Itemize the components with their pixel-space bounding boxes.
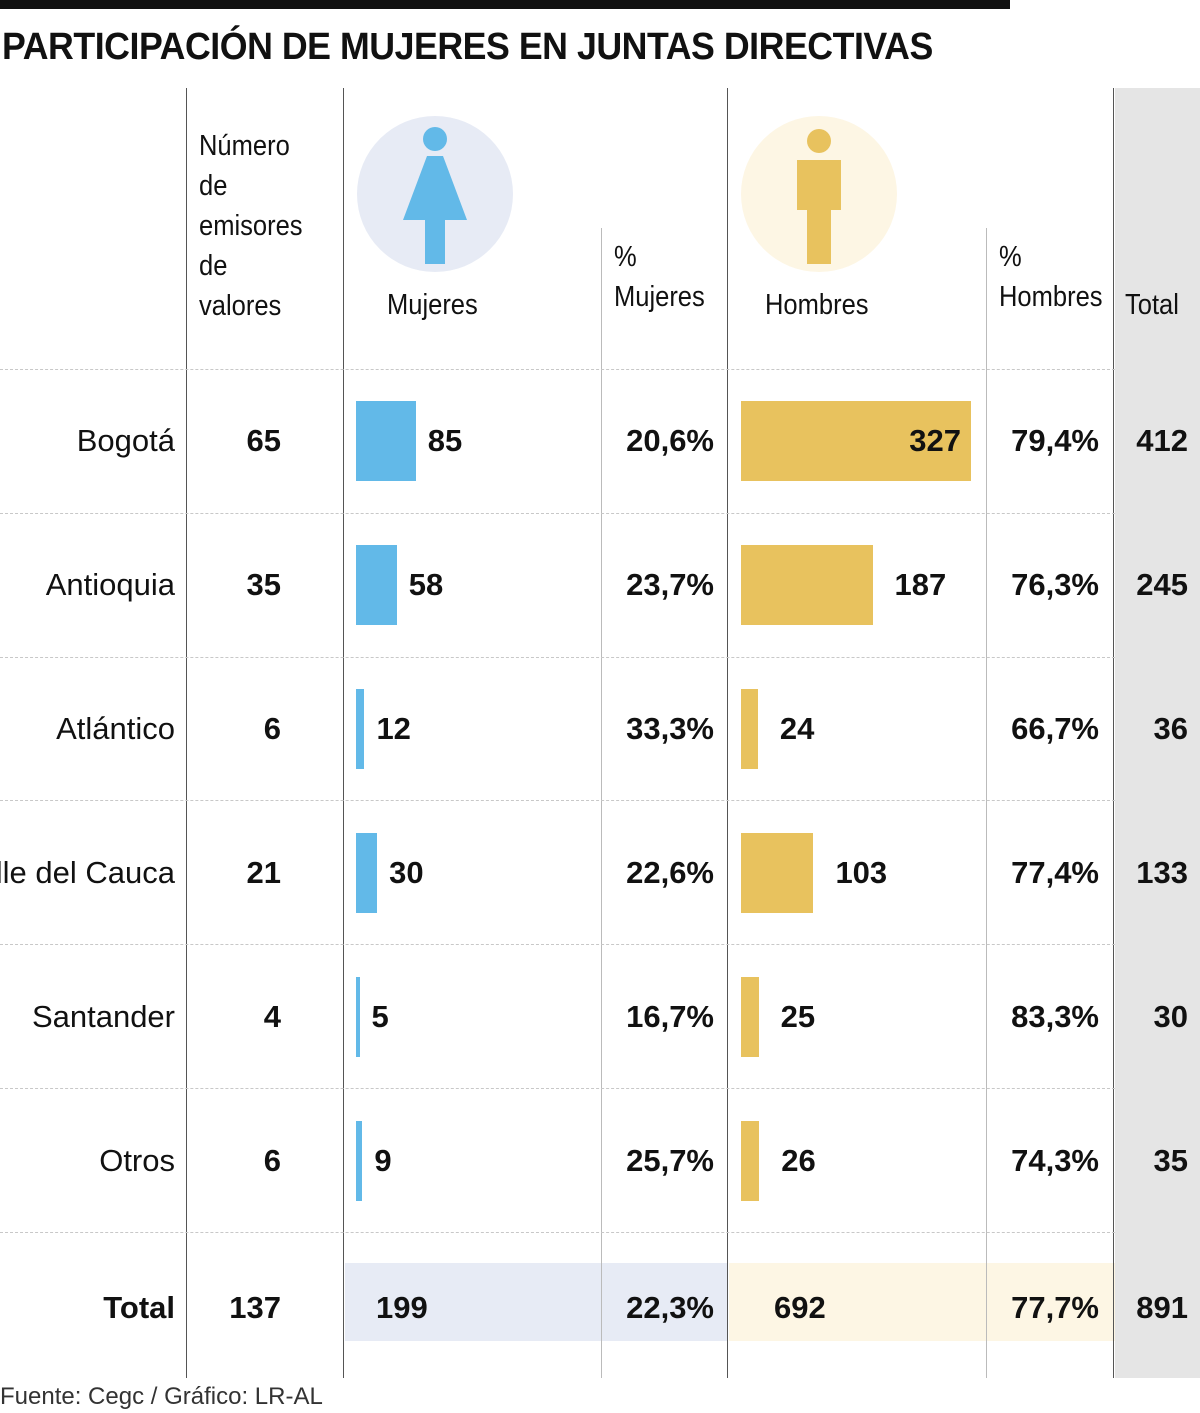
women-value: 58	[408, 567, 444, 602]
emisores-value: 35	[246, 567, 281, 602]
pct-men-value: 83,3%	[1011, 999, 1099, 1034]
header-pct-hombres: % Hombres	[999, 241, 1103, 313]
women-value: 30	[389, 855, 424, 890]
pct-women-value: 22,6%	[626, 855, 714, 890]
women-value: 85	[427, 423, 463, 458]
pct-men-value: 76,3%	[1011, 567, 1099, 602]
row-divider	[0, 657, 1115, 658]
man-icon	[797, 129, 841, 264]
emisores-value: 4	[263, 999, 281, 1034]
header-total: Total	[1125, 289, 1179, 321]
column-divider	[727, 88, 728, 1378]
men-value: 187	[894, 567, 947, 602]
total-mujeres: 199	[376, 1290, 428, 1325]
total-value: 30	[1153, 999, 1188, 1034]
column-divider	[986, 228, 987, 1378]
total-pct-mujeres: 22,3%	[626, 1290, 714, 1325]
region-label: Valle del Cauca	[0, 855, 175, 890]
emisores-value: 6	[263, 711, 281, 746]
women-bar	[356, 1121, 363, 1201]
row-divider	[0, 513, 1115, 514]
women-value: 9	[374, 1143, 392, 1178]
women-bar	[356, 545, 397, 625]
women-bar	[356, 833, 378, 913]
total-value: 245	[1136, 567, 1188, 602]
title-bar	[0, 0, 1010, 9]
pct-women-value: 25,7%	[626, 1143, 714, 1178]
pct-women-value: 16,7%	[626, 999, 714, 1034]
man-icon-circle	[741, 116, 897, 272]
total-hombres: 692	[774, 1290, 826, 1325]
chart-title: PARTICIPACIÓN DE MUJERES EN JUNTAS DIREC…	[2, 26, 933, 68]
emisores-value: 6	[263, 1143, 281, 1178]
row-divider	[0, 800, 1115, 801]
row-divider	[0, 1232, 1115, 1233]
region-label: Bogotá	[76, 423, 175, 458]
women-value: 12	[376, 711, 411, 746]
total-value: 133	[1136, 855, 1188, 890]
men-total-band	[729, 1263, 1115, 1341]
column-divider	[1113, 88, 1114, 1378]
row-divider	[0, 369, 1115, 370]
men-bar	[741, 401, 971, 481]
total-total: 891	[1136, 1290, 1188, 1325]
region-label: Atlántico	[56, 711, 175, 746]
pct-women-value: 23,7%	[626, 567, 714, 602]
column-divider	[601, 228, 602, 1378]
total-value: 36	[1153, 711, 1188, 746]
total-emisores: 137	[229, 1290, 281, 1325]
women-total-band	[345, 1263, 728, 1341]
header-pct-mujeres: % Mujeres	[614, 241, 705, 313]
total-value: 412	[1136, 423, 1188, 458]
men-value: 26	[781, 1143, 816, 1178]
women-bar	[356, 689, 365, 769]
men-value: 103	[835, 855, 888, 890]
source-note: Fuente: Cegc / Gráfico: LR-AL	[0, 1383, 323, 1410]
men-bar	[741, 977, 759, 1057]
women-value: 5	[371, 999, 389, 1034]
total-label: Total	[103, 1290, 175, 1325]
region-label: Otros	[99, 1143, 175, 1178]
women-bar	[356, 977, 360, 1057]
header-hombres: Hombres	[765, 289, 869, 321]
men-bar	[741, 545, 873, 625]
row-divider	[0, 944, 1115, 945]
pct-women-value: 33,3%	[626, 711, 714, 746]
pct-women-value: 20,6%	[626, 423, 714, 458]
pct-men-value: 66,7%	[1011, 711, 1099, 746]
emisores-value: 65	[246, 423, 281, 458]
row-divider	[0, 1088, 1115, 1089]
men-value: 24	[779, 711, 815, 746]
region-label: Santander	[31, 999, 175, 1034]
region-label: Antioquia	[45, 567, 175, 602]
men-bar	[741, 689, 758, 769]
header-mujeres: Mujeres	[387, 289, 478, 321]
emisores-value: 21	[246, 855, 281, 890]
men-bar	[741, 833, 814, 913]
pct-men-value: 79,4%	[1011, 423, 1099, 458]
pct-men-value: 77,4%	[1011, 855, 1099, 890]
men-value: 327	[909, 423, 961, 458]
header-emisores: Número de emisores de valores	[199, 130, 303, 322]
women-bar	[356, 401, 416, 481]
men-value: 25	[780, 999, 816, 1034]
total-pct-hombres: 77,7%	[1011, 1290, 1099, 1325]
column-divider	[343, 88, 344, 1378]
column-divider	[186, 88, 187, 1378]
total-column-background	[1115, 88, 1200, 1378]
woman-icon-circle	[357, 116, 513, 272]
total-value: 35	[1153, 1143, 1188, 1178]
pct-men-value: 74,3%	[1011, 1143, 1099, 1178]
woman-icon	[403, 127, 467, 264]
men-bar	[741, 1121, 760, 1201]
